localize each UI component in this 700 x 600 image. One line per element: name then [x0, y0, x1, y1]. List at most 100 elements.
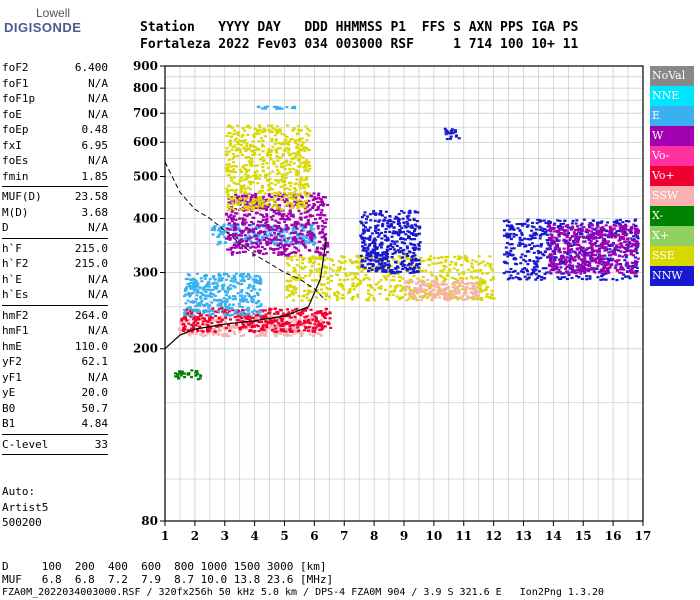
scatter-point — [307, 291, 311, 294]
scatter-point — [257, 195, 261, 199]
scatter-point — [309, 258, 313, 261]
scatter-point — [244, 317, 248, 320]
scatter-point — [256, 250, 260, 253]
scatter-point — [250, 310, 254, 313]
scatter-point — [240, 231, 244, 234]
scatter-point — [233, 297, 237, 301]
scatter-point — [392, 230, 396, 233]
scatter-point — [379, 253, 383, 257]
scatter-point — [289, 160, 293, 163]
scatter-point — [599, 232, 603, 235]
scatter-point — [216, 323, 220, 326]
scatter-point — [527, 250, 531, 253]
scatter-point — [358, 282, 362, 285]
scatter-point — [477, 297, 481, 301]
scatter-point — [609, 254, 613, 257]
scatter-point — [249, 289, 253, 292]
scatter-point — [238, 251, 242, 254]
scatter-point — [194, 374, 198, 377]
scatter-point — [542, 254, 546, 257]
scatter-point — [256, 305, 260, 308]
scatter-point — [256, 299, 260, 303]
y-tick-label: 800 — [133, 81, 158, 95]
scatter-point — [416, 233, 420, 236]
scatter-point — [293, 246, 297, 249]
scatter-point — [430, 299, 434, 302]
scatter-point — [304, 168, 308, 171]
scatter-point — [620, 237, 624, 240]
scatter-point — [483, 288, 487, 291]
scatter-point — [622, 268, 626, 271]
scatter-point — [321, 326, 325, 329]
scatter-point — [408, 271, 412, 275]
scatter-point — [552, 265, 556, 268]
scatter-point — [418, 241, 422, 244]
scatter-point — [340, 284, 344, 287]
scatter-point — [547, 223, 551, 227]
scatter-point — [251, 197, 255, 201]
scatter-point — [480, 281, 484, 285]
scatter-point — [205, 284, 209, 287]
scatter-point — [633, 275, 637, 278]
scatter-point — [614, 224, 618, 227]
scatter-point — [446, 271, 450, 274]
scatter-point — [371, 264, 375, 268]
scatter-point — [599, 221, 603, 224]
scatter-point — [398, 261, 402, 264]
scatter-point — [356, 295, 360, 299]
scatter-point — [434, 281, 438, 285]
scatter-point — [491, 269, 495, 272]
scatter-point — [246, 286, 250, 290]
scatter-point — [610, 228, 614, 232]
scatter-point — [310, 319, 314, 322]
scatter-point — [256, 240, 260, 243]
scatter-point — [300, 309, 304, 313]
scatter-point — [402, 211, 406, 214]
scatter-point — [199, 295, 203, 299]
scatter-point — [216, 325, 220, 328]
scatter-point — [204, 334, 208, 337]
scatter-point — [444, 293, 448, 296]
scatter-point — [457, 137, 461, 140]
scatter-point — [319, 256, 323, 259]
scatter-point — [399, 289, 403, 293]
scatter-point — [575, 233, 579, 236]
scatter-point — [274, 138, 278, 141]
scatter-point — [438, 296, 442, 299]
scatter-point — [257, 140, 261, 143]
scatter-point — [512, 235, 516, 238]
scatter-point — [200, 330, 204, 333]
scatter-point — [268, 327, 272, 330]
scatter-point — [288, 285, 292, 288]
scatter-point — [377, 233, 381, 236]
scatter-point — [590, 256, 594, 259]
scatter-point — [270, 148, 274, 152]
scatter-point — [293, 254, 297, 257]
scatter-point — [281, 252, 285, 255]
scatter-point — [350, 261, 354, 265]
scatter-point — [567, 241, 571, 245]
scatter-point — [595, 249, 599, 252]
scatter-point — [273, 236, 277, 239]
scatter-point — [227, 173, 231, 177]
scatter-point — [618, 271, 622, 274]
scatter-point — [633, 256, 637, 259]
scatter-point — [575, 265, 579, 268]
scatter-point — [408, 294, 412, 297]
scatter-point — [534, 268, 538, 271]
scatter-point — [293, 107, 297, 110]
scatter-point — [342, 297, 346, 300]
scatter-point — [251, 300, 255, 304]
scatter-point — [555, 266, 559, 269]
scatter-point — [576, 241, 580, 244]
scatter-point — [286, 227, 290, 231]
scatter-point — [232, 132, 236, 136]
scatter-point — [610, 231, 614, 234]
scatter-point — [254, 177, 258, 180]
scatter-point — [627, 265, 631, 268]
scatter-point — [305, 201, 309, 205]
scatter-point — [553, 222, 557, 225]
scatter-point — [191, 285, 195, 288]
scatter-point — [634, 263, 638, 266]
scatter-point — [413, 244, 417, 247]
